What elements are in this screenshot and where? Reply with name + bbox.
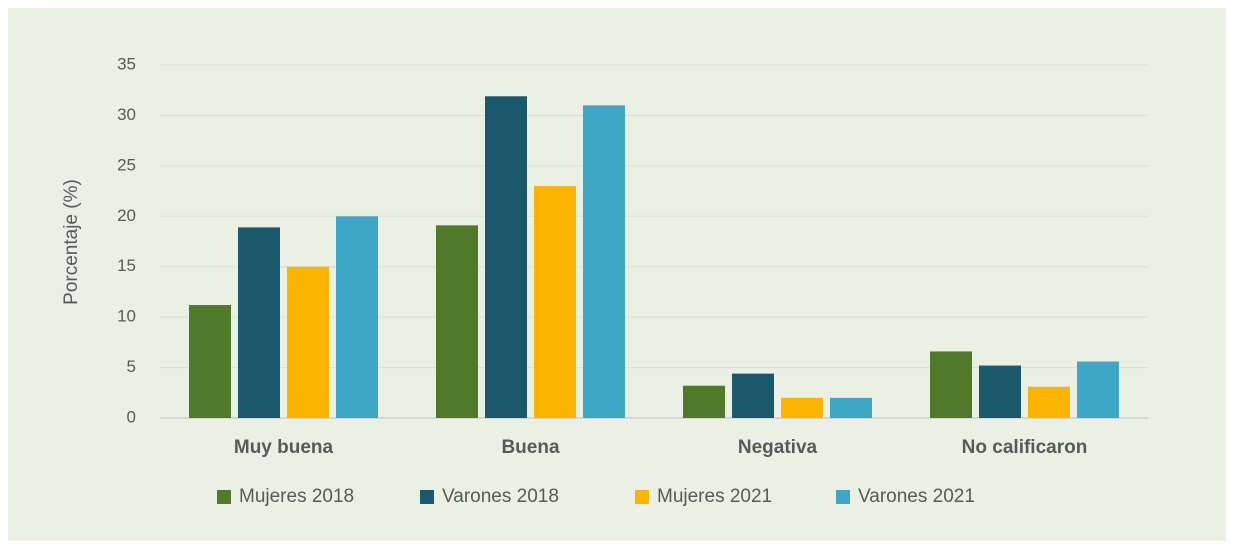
bar [683,385,725,418]
y-tick-label: 30 [117,105,136,124]
legend-label: Mujeres 2018 [239,486,354,507]
bar [287,266,329,418]
bar [979,365,1021,418]
y-axis-label: Porcentaje (%) [61,179,82,305]
bar [485,96,527,418]
x-tick-label: No calificaron [962,437,1088,458]
bar [1077,361,1119,418]
legend-label: Mujeres 2021 [657,486,772,507]
y-tick-label: 10 [117,307,136,326]
bar [189,305,231,418]
bar [1028,386,1070,418]
legend-swatch [217,490,231,504]
y-tick-label: 5 [127,357,136,376]
bar [534,186,576,418]
legend-swatch [836,490,850,504]
legend-label: Varones 2018 [442,486,559,507]
bar [781,397,823,418]
bar [930,351,972,418]
bar [336,216,378,418]
bar [238,227,280,418]
bar [583,105,625,418]
legend-label: Varones 2021 [858,486,975,507]
legend-swatch [420,490,434,504]
bar [436,225,478,418]
x-tick-label: Negativa [738,437,818,458]
y-tick-label: 20 [117,206,136,225]
bar [830,397,872,418]
y-tick-label: 0 [127,407,136,426]
y-tick-label: 15 [117,256,136,275]
y-tick-label: 25 [117,155,136,174]
legend-swatch [635,490,649,504]
y-tick-label: 35 [117,54,136,73]
x-tick-label: Buena [501,437,560,458]
x-tick-label: Muy buena [234,437,334,458]
bar [732,373,774,418]
